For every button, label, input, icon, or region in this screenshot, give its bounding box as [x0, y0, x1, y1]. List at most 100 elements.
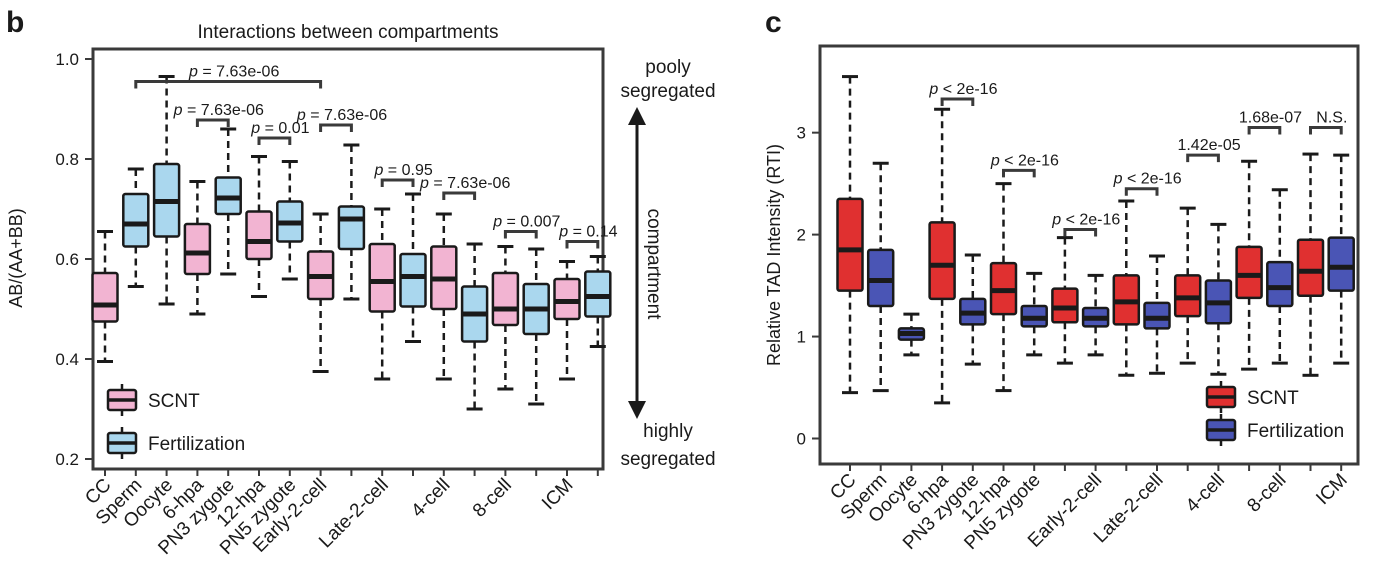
box-fertilization [1020, 271, 1048, 357]
box-scnt [430, 212, 458, 381]
box-scnt [306, 212, 335, 373]
legend-label: SCNT [1247, 388, 1299, 409]
panel-c-letter: c [765, 6, 782, 39]
box-scnt [1051, 236, 1079, 365]
significance-bracket: p < 2e-16 [1051, 212, 1120, 237]
x-tick-label: 8-cell [1243, 470, 1290, 517]
bracket-line [1186, 153, 1220, 163]
p-value-label: p = 0.007 [492, 214, 560, 231]
significance-bracket: p < 2e-16 [1113, 171, 1182, 196]
iqr-box [836, 197, 864, 292]
box-fertilization [399, 192, 427, 343]
y-tick-label: 3 [797, 124, 806, 143]
bracket-line [940, 97, 975, 107]
significance-bracket: p = 7.63e-06 [173, 102, 264, 127]
right-label-compartment: compartment [643, 209, 664, 321]
box-scnt [245, 155, 273, 298]
bracket-line [503, 230, 538, 239]
legend-item-scnt: SCNT [106, 384, 200, 416]
box-fertilization [276, 160, 304, 281]
right-label-pooly: pooly [645, 57, 691, 78]
p-value-label: p = 7.63e-06 [173, 102, 264, 119]
iqr-box [368, 242, 396, 313]
box-fertilization [460, 242, 489, 411]
iqr-box [1051, 287, 1079, 324]
p-value-label: p = 7.63e-06 [419, 175, 510, 192]
bracket-line [1247, 126, 1282, 135]
box-fertilization [1266, 188, 1294, 365]
bracket-line [195, 118, 230, 127]
significance-bracket: 1.68e-07 [1239, 110, 1302, 135]
x-tick-label: ICM [1312, 470, 1351, 509]
significance-bracket: p = 7.63e-06 [296, 107, 387, 132]
significance-bracket: p = 7.63e-06 [419, 175, 510, 200]
box-scnt [1112, 199, 1141, 377]
box-fertilization [122, 167, 150, 288]
y-axis-label: AB/(AA+BB) [6, 208, 26, 308]
significance-bracket: p = 0.14 [558, 224, 618, 249]
y-tick-label: 1 [797, 328, 806, 347]
legend-item-fertilization: Fertilization [1205, 414, 1344, 446]
bracket-line [442, 191, 477, 200]
p-value-label: N.S. [1316, 110, 1347, 127]
bracket-line [565, 240, 600, 249]
iqr-box [245, 210, 273, 261]
iqr-box [928, 221, 956, 301]
box-scnt [836, 75, 864, 395]
box-scnt [1173, 206, 1202, 365]
legend-item-scnt: SCNT [1205, 381, 1299, 413]
p-value-label: 1.68e-07 [1239, 110, 1302, 127]
bracket-line [319, 123, 353, 132]
significance-bracket: p = 0.01 [250, 120, 310, 145]
iqr-box [183, 222, 212, 276]
box-scnt [183, 180, 212, 316]
box-scnt [928, 107, 956, 405]
box-fertilization [152, 75, 181, 306]
iqr-box [337, 205, 366, 251]
box-scnt [1296, 152, 1325, 377]
iqr-box [1235, 245, 1263, 300]
legend-label: Fertilization [1247, 421, 1344, 442]
iqr-box [399, 252, 427, 308]
p-value-label: 1.42e-05 [1177, 137, 1240, 154]
bracket-line [1124, 187, 1159, 196]
x-tick-label: ICM [538, 475, 577, 514]
bracket-line [380, 178, 415, 187]
y-axis-label: Relative TAD Intensity (RTI) [764, 144, 784, 366]
legend-item-fertilization: Fertilization [106, 427, 245, 459]
bracket-line [257, 136, 292, 145]
box-fertilization [866, 161, 895, 393]
iqr-box [866, 248, 895, 308]
y-tick-label: 1.0 [55, 50, 79, 69]
iqr-box [91, 271, 119, 323]
iqr-box [491, 271, 520, 327]
p-value-label: p = 0.95 [373, 162, 432, 179]
box-scnt [989, 182, 1018, 393]
significance-bracket: N.S. [1309, 110, 1347, 135]
iqr-box [1327, 236, 1355, 292]
box-fertilization [214, 127, 242, 276]
box-scnt [553, 260, 581, 381]
y-tick-label: 0.8 [55, 150, 79, 169]
y-tick-label: 2 [797, 226, 806, 245]
significance-bracket: p = 0.95 [373, 162, 433, 187]
box-fertilization [1143, 254, 1171, 375]
x-tick-label: 4-cell [1182, 470, 1229, 517]
x-tick-label: 4-cell [407, 475, 454, 522]
box-fertilization [337, 143, 366, 301]
box-fertilization [1204, 222, 1233, 376]
significance-bracket: p < 2e-16 [928, 81, 998, 107]
p-value-label: p < 2e-16 [990, 152, 1059, 169]
p-value-label: p = 7.63e-06 [188, 64, 279, 81]
p-value-label: p = 0.01 [250, 120, 309, 137]
iqr-box [1143, 301, 1171, 330]
p-value-label: p = 0.14 [558, 224, 617, 241]
chart-b-plot: 0.20.40.60.81.0AB/(AA+BB)CCSpermOocyte6-… [6, 47, 618, 559]
legend-label: SCNT [148, 391, 200, 412]
y-tick-label: 0.6 [55, 250, 79, 269]
bracket-line [134, 80, 323, 89]
box-scnt [491, 245, 520, 391]
significance-bracket: p < 2e-16 [990, 152, 1059, 178]
